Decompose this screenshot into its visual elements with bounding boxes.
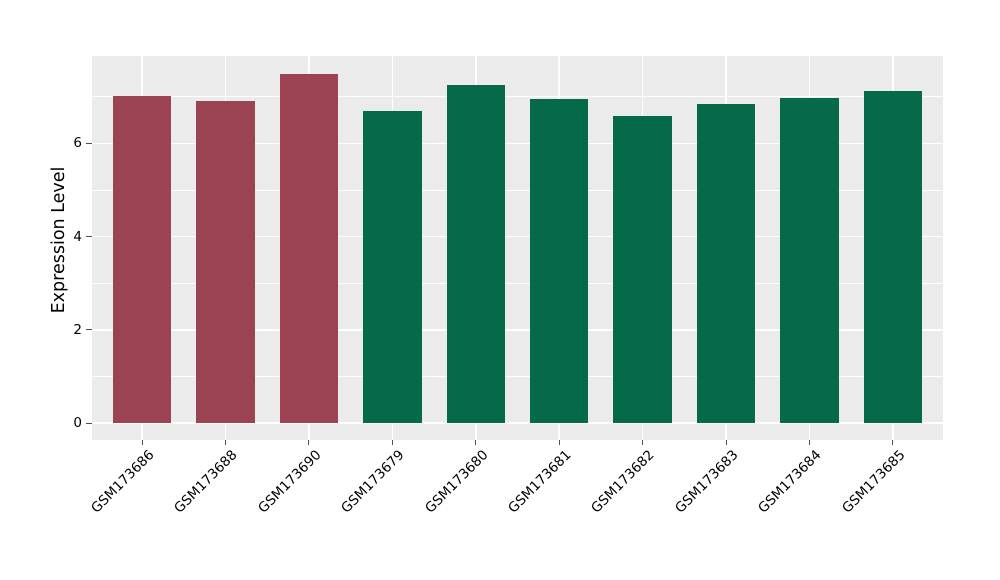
x-tick-label: GSM173680 bbox=[421, 447, 492, 517]
x-tick-mark bbox=[892, 440, 894, 445]
gridline-horizontal-major bbox=[92, 235, 943, 238]
bar-GSM173681 bbox=[530, 98, 589, 423]
y-tick-label: 0 bbox=[73, 415, 82, 431]
x-tick-mark bbox=[141, 440, 143, 445]
bar-GSM173683 bbox=[696, 103, 756, 423]
x-tick-label: GSM173681 bbox=[505, 447, 575, 517]
x-tick-mark bbox=[308, 440, 310, 445]
x-tick-label: GSM173684 bbox=[755, 447, 825, 517]
x-tick-label: GSM173685 bbox=[838, 447, 909, 517]
x-tick-label: GSM173686 bbox=[87, 447, 158, 517]
x-tick-mark bbox=[475, 440, 477, 445]
y-tick-mark bbox=[86, 329, 92, 331]
bar-GSM173686 bbox=[112, 95, 172, 423]
x-tick-mark bbox=[224, 440, 226, 445]
y-tick-label: 2 bbox=[73, 321, 82, 338]
x-tick-label: GSM173679 bbox=[338, 447, 408, 517]
gridline-horizontal-major bbox=[92, 329, 943, 331]
bar-GSM173690 bbox=[279, 73, 339, 423]
bar-GSM173688 bbox=[196, 100, 255, 423]
y-tick-mark bbox=[86, 422, 92, 424]
x-tick-label: GSM173690 bbox=[254, 447, 325, 517]
gridline-horizontal-major bbox=[92, 422, 943, 424]
bar-GSM173679 bbox=[363, 111, 422, 423]
y-tick-label: 4 bbox=[73, 228, 82, 245]
x-tick-label: GSM173682 bbox=[588, 447, 658, 517]
plot-area bbox=[92, 56, 943, 440]
x-tick-mark bbox=[558, 440, 560, 445]
gridline-horizontal-minor bbox=[92, 375, 943, 377]
gridline-horizontal-minor bbox=[92, 96, 943, 98]
y-tick-label: 6 bbox=[73, 135, 82, 152]
gridline-horizontal-major bbox=[92, 142, 943, 145]
gridline-horizontal-minor bbox=[92, 189, 943, 191]
x-tick-mark bbox=[391, 440, 393, 445]
y-tick-mark bbox=[86, 236, 92, 238]
bar-GSM173684 bbox=[780, 98, 839, 423]
x-tick-mark bbox=[642, 440, 644, 445]
y-tick-mark bbox=[86, 142, 92, 144]
bar-GSM173685 bbox=[863, 91, 923, 423]
x-tick-label: GSM173683 bbox=[671, 447, 742, 517]
x-tick-mark bbox=[809, 440, 810, 445]
gridline-horizontal-minor bbox=[92, 282, 943, 284]
bar-GSM173680 bbox=[446, 84, 505, 423]
x-tick-label: GSM173688 bbox=[171, 447, 241, 517]
bar-GSM173682 bbox=[613, 115, 672, 423]
x-tick-mark bbox=[725, 440, 727, 445]
